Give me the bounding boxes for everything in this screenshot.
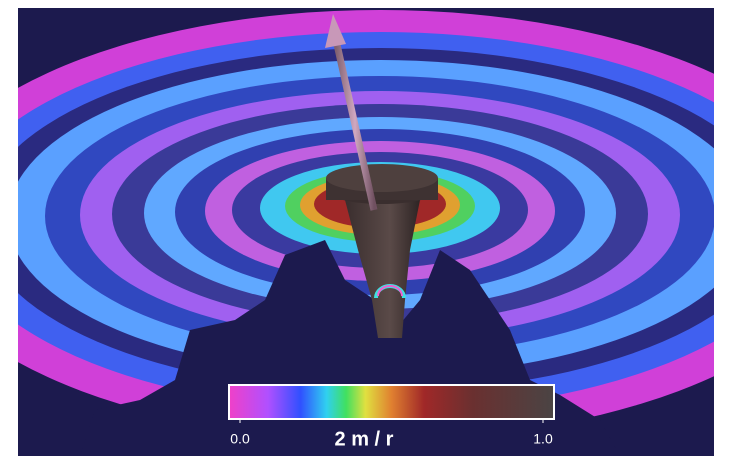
colorbar-label: 2 m / r <box>335 428 394 450</box>
tick-label: 1.0 <box>533 431 553 447</box>
colorbar-gradient <box>229 385 554 419</box>
tick-label: 0.0 <box>230 431 250 447</box>
visualization: 2 m / r 0.0 1.0 <box>0 0 732 462</box>
